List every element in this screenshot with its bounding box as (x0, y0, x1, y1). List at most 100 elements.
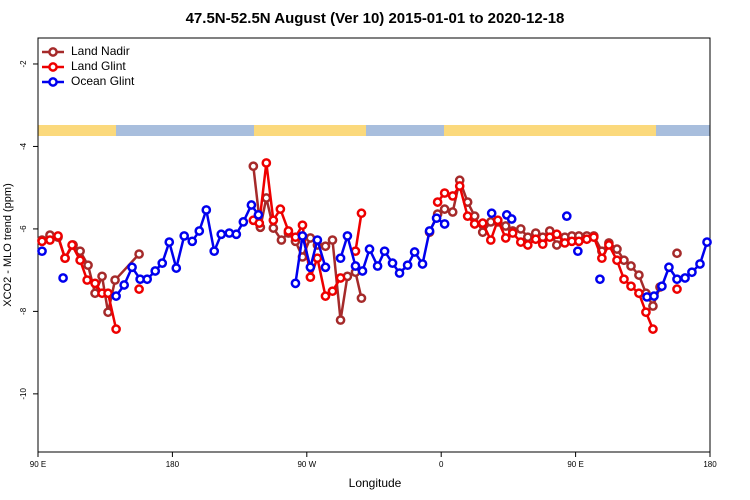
x-tick-label: 90 W (297, 460, 316, 469)
data-point (246, 200, 257, 210)
data-point (649, 291, 659, 301)
data-point (612, 244, 622, 254)
data-point (53, 231, 63, 241)
series (37, 200, 712, 302)
data-point (276, 235, 287, 245)
data-point (248, 161, 259, 172)
data-point (372, 261, 383, 271)
data-point (90, 278, 100, 289)
data-point (572, 246, 583, 257)
ocean-band (366, 125, 444, 136)
x-tick-label: 90 E (567, 460, 583, 469)
x-tick-label: 180 (703, 460, 717, 469)
data-point (97, 271, 107, 282)
ocean-band (116, 125, 254, 136)
data-point (364, 244, 375, 254)
data-point (37, 246, 47, 257)
legend-marker (48, 77, 58, 87)
data-point (439, 204, 450, 214)
x-tick-label: 0 (439, 460, 444, 469)
data-point (447, 191, 458, 201)
data-point (500, 221, 511, 231)
land-band (254, 125, 366, 136)
data-point (134, 249, 144, 259)
data-point (194, 226, 205, 236)
data-point (119, 280, 130, 290)
data-point (515, 224, 526, 234)
data-point (551, 240, 562, 250)
series (37, 158, 682, 334)
data-point (187, 236, 198, 247)
data-point (604, 240, 614, 250)
data-point (626, 261, 636, 271)
data-point (574, 236, 584, 247)
data-point (486, 208, 497, 219)
data-point (75, 255, 85, 266)
data-point (67, 240, 77, 250)
data-point (261, 158, 272, 168)
data-point (356, 208, 367, 219)
data-point (320, 262, 331, 273)
data-point (290, 278, 301, 289)
data-point (687, 267, 697, 278)
data-point (477, 218, 488, 228)
data-point (111, 324, 121, 334)
data-point (648, 301, 658, 311)
data-point (500, 233, 511, 243)
x-axis-label: Longitude (349, 476, 402, 490)
data-point (320, 241, 331, 252)
data-point (702, 237, 712, 247)
data-point (522, 232, 533, 243)
data-point (335, 253, 346, 264)
data-point (506, 214, 517, 224)
legend-label: Ocean Glint (71, 74, 135, 88)
data-point (680, 273, 690, 283)
data-point (231, 229, 242, 240)
data-point (111, 291, 121, 301)
x-tick-label: 180 (166, 460, 180, 469)
data-point (672, 284, 682, 294)
data-point (357, 266, 368, 276)
data-point (209, 246, 220, 257)
data-point (297, 231, 308, 241)
data-point (522, 240, 533, 250)
x-tick-label: 90 E (30, 460, 46, 469)
y-tick-label: -2 (19, 60, 28, 68)
data-point (350, 261, 361, 271)
data-point (492, 215, 503, 226)
data-point (595, 274, 605, 285)
data-point (335, 273, 346, 283)
legend-label: Land Nadir (71, 44, 130, 58)
data-point (157, 258, 168, 268)
data-point (253, 210, 264, 220)
data-point (283, 226, 294, 236)
data-point (268, 215, 279, 226)
y-tick-label: -4 (19, 142, 28, 150)
data-point (551, 229, 562, 240)
data-point (356, 293, 367, 304)
data-point (657, 281, 667, 292)
land-band (444, 125, 656, 136)
legend-marker (48, 62, 58, 72)
data-point (439, 188, 450, 198)
land-band (38, 125, 116, 136)
y-tick-label: -10 (19, 388, 28, 400)
data-point (305, 272, 316, 283)
ocean-band (656, 125, 710, 136)
data-point (37, 236, 47, 247)
data-point (261, 193, 272, 203)
y-tick-label: -8 (19, 307, 28, 315)
data-point (305, 262, 316, 273)
data-point (462, 211, 473, 221)
data-point (134, 284, 144, 294)
data-point (275, 204, 286, 214)
data-point (110, 275, 120, 285)
data-point (469, 219, 480, 229)
data-point (164, 237, 175, 247)
data-point (588, 232, 599, 243)
data-point (312, 253, 323, 264)
data-point (402, 260, 413, 271)
data-point (612, 255, 622, 266)
data-point (664, 262, 674, 273)
